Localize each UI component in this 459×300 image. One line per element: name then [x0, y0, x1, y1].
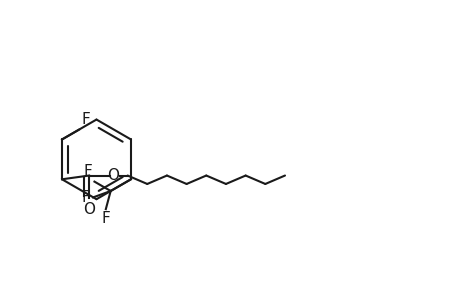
Text: F: F: [81, 112, 90, 127]
Text: F: F: [82, 190, 90, 205]
Text: F: F: [83, 164, 92, 179]
Text: O: O: [83, 202, 95, 217]
Text: F: F: [101, 212, 110, 226]
Text: O: O: [107, 168, 119, 183]
